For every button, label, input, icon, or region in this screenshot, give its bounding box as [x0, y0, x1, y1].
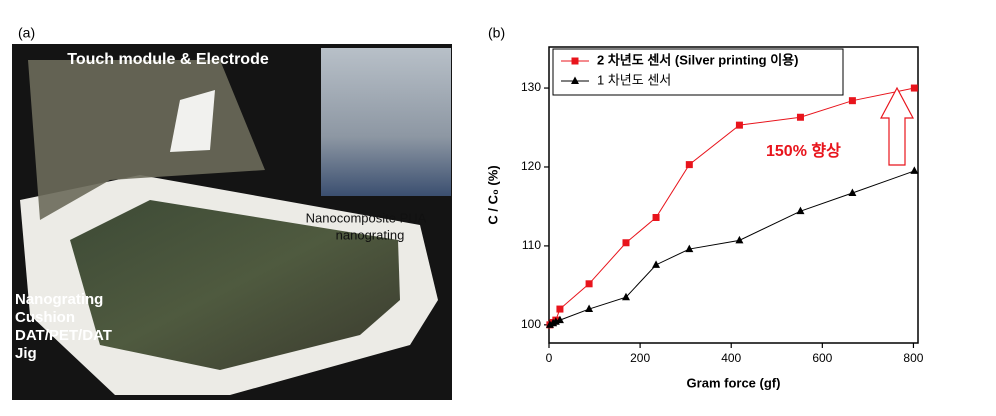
data-point — [585, 280, 593, 288]
annotation: 150% 향상 — [766, 141, 841, 160]
x-axis-label: Gram force (gf) — [687, 375, 781, 390]
data-point — [585, 304, 594, 313]
series-line — [549, 87, 915, 326]
y-tick-label: 130 — [521, 80, 541, 94]
y-axis-label: C / C₀ (%) — [485, 165, 500, 224]
legend-marker — [571, 76, 579, 84]
data-point — [796, 206, 805, 215]
data-point — [652, 213, 660, 221]
chart: 0 200 400 600 800 100 110 120 130 Gram force (gf)… — [485, 46, 924, 390]
layer-label: Nanograting — [15, 291, 103, 308]
photo: (a) Touch module & Electrode Nanocomposi… — [12, 25, 452, 400]
plot-frame — [548, 46, 919, 344]
data-point — [910, 84, 918, 92]
data-point — [910, 166, 919, 174]
x-tick-label: 200 — [630, 351, 650, 365]
data-point — [735, 121, 743, 129]
y-tick-label: 110 — [522, 238, 541, 252]
x-tick-label: 0 — [546, 351, 553, 365]
data-point — [735, 235, 744, 244]
layer-label: DAT/PET/DAT — [15, 327, 112, 344]
panel-label: (b) — [488, 25, 505, 41]
y-tick-label: 120 — [521, 159, 541, 173]
series-line — [549, 170, 915, 326]
photo-label: Nanocomposite PUA — [306, 210, 427, 225]
data-point — [621, 292, 630, 301]
data-point — [622, 239, 630, 247]
data-point — [556, 305, 564, 313]
data-point — [652, 260, 661, 268]
data-point — [555, 315, 564, 324]
legend-label: 1 차년도 센서 — [597, 72, 671, 87]
data-point — [848, 188, 857, 197]
legend-marker — [571, 57, 579, 65]
annotation-arrow — [880, 86, 914, 166]
x-tick-label: 600 — [812, 351, 832, 365]
layer-label: Jig — [15, 345, 37, 362]
x-tick-label: 800 — [903, 351, 923, 365]
photo-label: nanograting — [336, 227, 405, 242]
legend-box — [552, 48, 844, 96]
layer-label: Cushion — [15, 309, 75, 326]
data-point — [685, 161, 693, 169]
x-tick-label: 400 — [721, 351, 741, 365]
y-tick-label: 100 — [521, 317, 541, 331]
photo-label: Touch module & Electrode — [67, 51, 269, 68]
data-point — [796, 113, 804, 121]
data-point — [685, 244, 694, 253]
legend-label: 2 차년도 센서 (Silver printing 이용) — [597, 52, 798, 67]
panel-label: (a) — [18, 25, 35, 41]
data-point — [848, 97, 856, 105]
